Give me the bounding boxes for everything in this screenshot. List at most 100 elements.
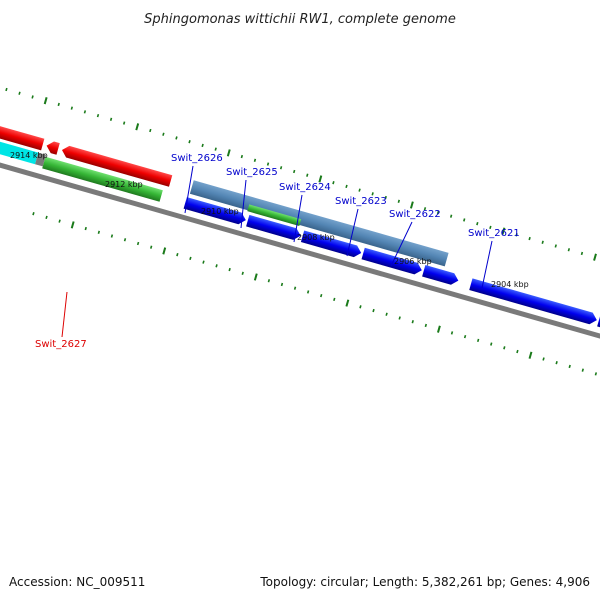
feature-cyan[interactable] [0, 139, 39, 165]
minor-tick [567, 248, 571, 252]
tick-label-2914: 2914 kbp [10, 151, 48, 160]
minor-tick [267, 279, 271, 283]
minor-tick [122, 121, 126, 125]
minor-tick [449, 214, 453, 218]
minor-tick [31, 95, 34, 99]
minor-tick [96, 113, 100, 118]
label-swit-2624[interactable]: Swit_2624 [279, 182, 331, 193]
major-tick [135, 123, 140, 131]
major-tick [501, 227, 506, 235]
cds-swit-2627[interactable] [60, 144, 173, 187]
leader-swit-2621 [481, 240, 493, 289]
minor-tick [580, 251, 584, 256]
cds-swit-2624[interactable] [300, 230, 363, 258]
tick-label-2912: 2912 kbp [105, 180, 143, 189]
accession-text: Accession: NC_009511 [9, 575, 145, 589]
minor-tick [385, 312, 388, 316]
minor-tick [215, 264, 218, 268]
minor-tick [581, 368, 584, 372]
minor-tick [202, 260, 205, 264]
minor-tick [542, 357, 545, 361]
tick-label-2904: 2904 kbp [491, 280, 529, 289]
minor-tick [568, 364, 571, 369]
label-swit-2627[interactable]: Swit_2627 [35, 339, 87, 350]
topology-text: Topology: circular; Length: 5,382,261 bp… [259, 575, 590, 589]
minor-tick [594, 372, 598, 376]
minor-tick [359, 305, 362, 309]
cds-swit-2626[interactable] [183, 197, 248, 226]
minor-tick [371, 192, 374, 196]
minor-tick [333, 297, 336, 302]
minor-tick [358, 188, 361, 192]
gene-labels: Swit_2626 Swit_2625 Swit_2624 Swit_2623 … [35, 153, 520, 350]
major-tick [528, 351, 533, 359]
minor-tick [32, 212, 35, 216]
minor-tick [175, 136, 178, 140]
cds-swit-2625[interactable] [246, 214, 302, 242]
leader-swit-2624 [293, 194, 303, 243]
label-swit-2621[interactable]: Swit_2621 [468, 228, 520, 239]
cds-red-small[interactable] [45, 140, 60, 155]
major-tick [318, 175, 323, 183]
minor-tick [189, 256, 192, 261]
major-tick [226, 149, 231, 157]
minor-tick [280, 282, 284, 287]
leader-swit-2622 [390, 221, 413, 267]
minor-tick [84, 226, 87, 231]
minor-tick [70, 106, 74, 110]
leader-swit-2625 [240, 179, 247, 229]
major-tick [593, 253, 597, 261]
minor-tick [528, 236, 531, 241]
minor-tick [123, 238, 127, 242]
minor-tick [240, 154, 244, 159]
minor-tick [188, 140, 191, 144]
minor-tick [372, 308, 375, 313]
minor-tick [83, 110, 87, 114]
label-swit-2625[interactable]: Swit_2625 [226, 167, 278, 178]
minor-tick [489, 225, 492, 230]
genome-backbone [0, 153, 600, 355]
minor-tick [503, 346, 506, 350]
minor-tick [463, 218, 466, 222]
gene-feature-green-small[interactable] [247, 204, 302, 226]
minor-tick [306, 173, 309, 177]
label-swit-2622[interactable]: Swit_2622 [389, 209, 441, 220]
major-tick [437, 325, 441, 333]
minor-tick [450, 331, 454, 335]
minor-tick [162, 132, 165, 136]
minor-tick [149, 245, 153, 249]
label-swit-2623[interactable]: Swit_2623 [335, 196, 387, 207]
minor-tick [109, 117, 113, 121]
minor-tick [345, 184, 348, 189]
minor-tick [332, 181, 335, 185]
cds-swit-2623[interactable] [361, 247, 424, 276]
cds-swit-2622[interactable] [422, 265, 460, 286]
major-tick [162, 247, 167, 255]
minor-tick [110, 234, 114, 238]
selected-region[interactable] [189, 180, 449, 267]
minor-tick [476, 221, 479, 226]
cds-swit-2621[interactable] [469, 278, 598, 325]
minor-tick [18, 91, 21, 95]
minor-tick [463, 334, 467, 339]
minor-tick [149, 128, 152, 133]
major-tick [43, 97, 48, 105]
minor-tick [228, 267, 231, 272]
minor-tick [293, 169, 296, 174]
tick-label-2906: 2906 kbp [394, 257, 432, 266]
cds-red-left[interactable] [0, 125, 45, 151]
major-tick [345, 299, 350, 307]
label-swit-2626[interactable]: Swit_2626 [171, 153, 223, 164]
minor-tick [436, 210, 440, 215]
minor-tick [293, 286, 297, 290]
minor-tick [515, 233, 518, 237]
minor-tick [266, 162, 270, 166]
minor-tick [384, 195, 387, 200]
major-tick [70, 221, 75, 229]
gene-feature-green[interactable] [42, 156, 163, 202]
minor-tick [541, 240, 544, 244]
minor-tick [214, 147, 217, 151]
minor-tick [490, 342, 493, 346]
minor-tick [5, 87, 8, 92]
minor-tick [45, 215, 48, 220]
